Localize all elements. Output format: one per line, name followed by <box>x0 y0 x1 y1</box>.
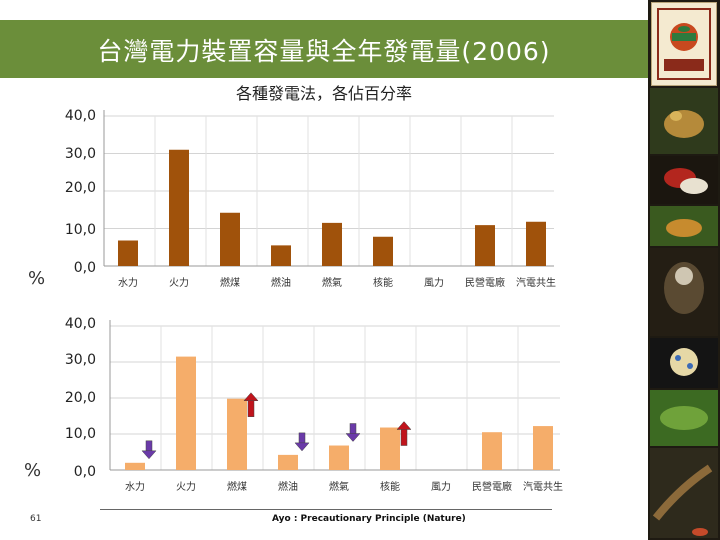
page-number: 61 <box>30 514 42 524</box>
generation-xtick: 燃煤 <box>227 480 247 493</box>
generation-bar <box>125 462 145 470</box>
generation-ytick: 40,0 <box>65 316 96 332</box>
generation-ytick: 30,0 <box>65 352 96 368</box>
capacity-xtick: 水力 <box>118 276 138 289</box>
logo-emblem-icon <box>657 8 711 80</box>
generation-bar <box>278 454 298 470</box>
generation-xtick: 汽電共生 <box>523 480 563 493</box>
generation-ytick: 10,0 <box>65 426 96 442</box>
logo <box>651 2 717 86</box>
capacity-ytick: 30,0 <box>65 146 96 162</box>
arrow-down-icon <box>141 440 157 460</box>
photo-frog-green-icon <box>650 206 718 246</box>
arrow-up-icon <box>396 421 412 446</box>
generation-xtick: 水力 <box>125 480 145 493</box>
capacity-ytick: 20,0 <box>65 180 96 196</box>
capacity-xtick: 風力 <box>424 276 444 289</box>
generation-chart: 40,0 30,0 20,0 10,0 0,0 % 水力 火力 燃煤 燃油 燃氣 核能 風力… <box>24 316 563 493</box>
capacity-xtick: 核能 <box>373 276 393 289</box>
capacity-percent-label: % <box>28 268 45 289</box>
generation-ytick: 0,0 <box>74 464 96 480</box>
photo-octopus-icon <box>650 338 718 388</box>
capacity-bar <box>169 149 189 266</box>
generation-bar <box>329 445 349 470</box>
capacity-bar <box>526 221 546 266</box>
generation-bar <box>533 426 553 470</box>
capacity-ytick: 0,0 <box>74 260 96 276</box>
arrow-down-icon <box>294 432 310 452</box>
capacity-xtick: 汽電共生 <box>516 276 556 289</box>
photo-leaf-insect-icon <box>650 390 718 446</box>
arrow-down-icon <box>345 423 361 442</box>
capacity-bar <box>118 240 138 266</box>
capacity-xtick: 火力 <box>169 276 189 289</box>
capacity-bar <box>475 225 495 266</box>
chart-subtitle: 各種發電法，各佔百分率 <box>235 84 412 103</box>
slide-title: 台灣電力裝置容量與全年發電量(2006) <box>97 37 551 66</box>
capacity-bar <box>271 245 291 266</box>
generation-xtick: 燃油 <box>278 480 298 493</box>
capacity-ytick: 40,0 <box>65 108 96 124</box>
generation-bar <box>380 427 400 470</box>
footer-citation: Ayo : Precautionary Principle (Nature) <box>272 514 466 524</box>
generation-xtick: 火力 <box>176 480 196 493</box>
generation-percent-label: % <box>24 460 41 481</box>
capacity-xtick: 燃油 <box>271 276 291 289</box>
arrow-up-icon <box>243 392 259 417</box>
capacity-xtick: 燃煤 <box>220 276 240 289</box>
capacity-bar <box>373 236 393 266</box>
generation-ytick: 20,0 <box>65 390 96 406</box>
photo-monkey-icon <box>650 248 718 336</box>
photo-mushroom-icon <box>650 156 718 204</box>
capacity-bar <box>220 212 240 266</box>
generation-bar <box>482 432 502 470</box>
photo-frog-icon <box>650 88 718 154</box>
capacity-xtick: 民營電廠 <box>465 276 505 289</box>
footer-divider <box>100 509 552 510</box>
capacity-bar <box>322 222 342 266</box>
capacity-xtick: 燃氣 <box>322 276 342 289</box>
photo-lizard-icon <box>650 448 718 538</box>
capacity-chart: 40,0 30,0 20,0 10,0 0,0 % 水力 火力 燃煤 燃油 燃氣 核能 風力… <box>28 108 556 289</box>
generation-xtick: 核能 <box>380 480 400 493</box>
generation-xtick: 民營電廠 <box>472 480 512 493</box>
generation-xtick: 風力 <box>431 480 451 493</box>
generation-xtick: 燃氣 <box>329 480 349 493</box>
generation-bar <box>227 398 247 470</box>
capacity-ytick: 10,0 <box>65 222 96 238</box>
title-bar <box>0 20 648 78</box>
generation-bar <box>176 356 196 470</box>
